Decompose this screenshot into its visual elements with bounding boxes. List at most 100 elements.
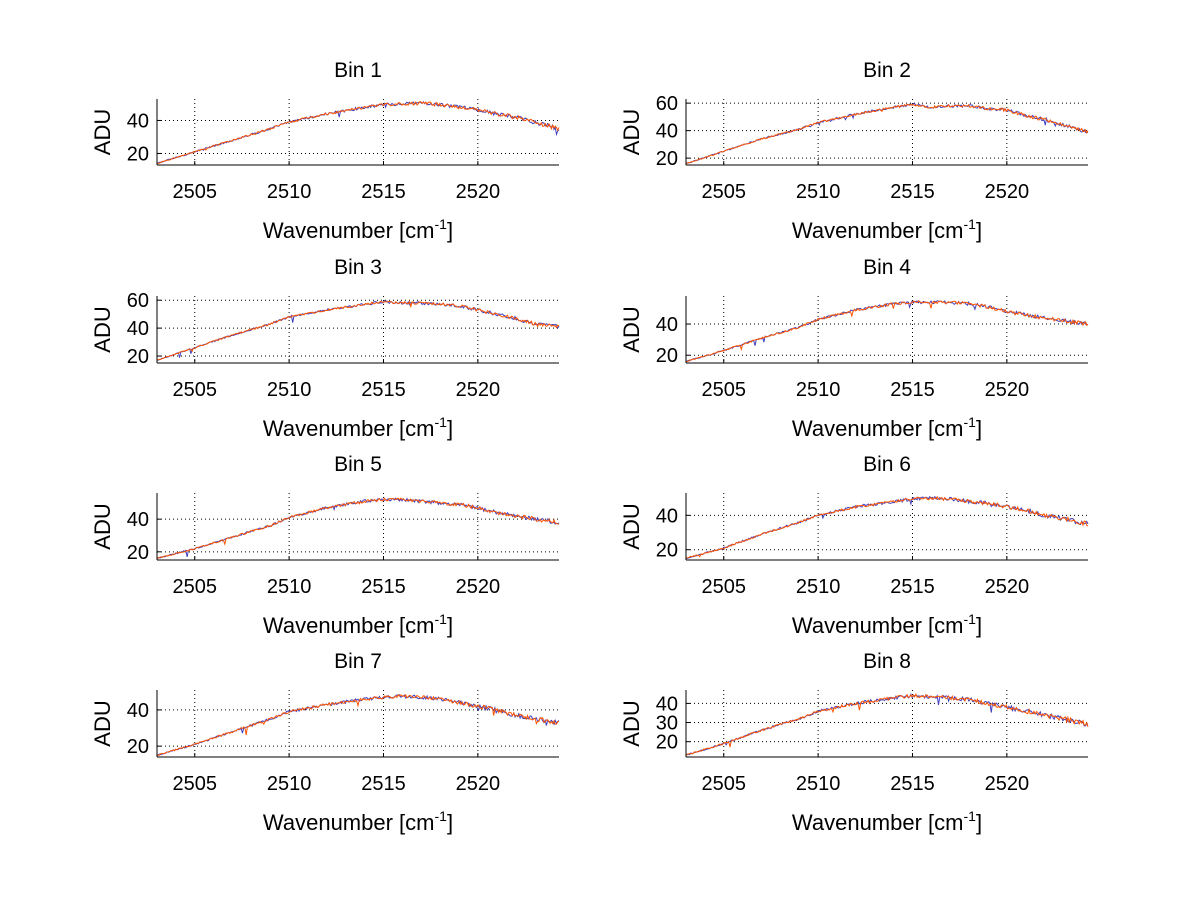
panel-4-xtick-label-4: 2520 [985, 379, 1030, 401]
panel-1-xtick-label-1: 2505 [172, 181, 217, 203]
panel-2-xtick-label-2: 2510 [796, 181, 841, 203]
panel-4-xlabel-sup: -1 [964, 414, 977, 430]
panel-3-ytick-label-3: 60 [127, 290, 149, 312]
panel-4-series-2 [685, 300, 1089, 363]
panel-4-ylabel: ADU [619, 306, 644, 352]
panel-3-xtick-label-3: 2515 [361, 379, 406, 401]
panel-7-xtick-label-1: 2505 [172, 773, 217, 795]
panel-5-xtick-label-4: 2520 [456, 576, 501, 598]
panel-1: 2505 2510 2515 2520 20 40 Bin 1 ADU Wavenumber [… [90, 59, 560, 243]
panel-2-xlabel-main: Wavenumber [cm [792, 218, 964, 243]
panel-1-ylabel: ADU [90, 109, 115, 155]
panel-5-xlabel-main: Wavenumber [cm [263, 613, 435, 638]
panel-7-xlabel-main: Wavenumber [cm [263, 810, 435, 835]
panel-7: 2505 2510 2515 2520 20 40 Bin 7 ADU Wavenumber [… [90, 650, 560, 835]
panel-4-ytick-label-2: 40 [656, 314, 678, 336]
panel-5-ytick-label-1: 20 [127, 542, 149, 564]
panel-2-xlabel-sup: -1 [964, 216, 977, 232]
panel-2-xtick-label-1: 2505 [701, 181, 746, 203]
panel-2-xtick-label-3: 2515 [890, 181, 935, 203]
panel-1-ytick-label-2: 40 [127, 110, 149, 132]
panel-3-ylabel: ADU [90, 306, 115, 352]
panel-1-xlabel-end: ] [447, 218, 453, 243]
panel-7-ytick-label-1: 20 [127, 736, 149, 758]
panel-5-ytick-label-2: 40 [127, 509, 149, 531]
panel-4-xlabel-end: ] [976, 416, 982, 441]
panel-7-ytick-label-2: 40 [127, 700, 149, 722]
panel-6-ytick-label-2: 40 [656, 505, 678, 527]
panel-5-xlabel-end: ] [447, 613, 453, 638]
panel-8-xtick-label-4: 2520 [985, 773, 1030, 795]
panel-2-ytick-label-2: 40 [656, 121, 678, 143]
panel-2-series-2 [685, 103, 1089, 164]
panel-4-xtick-label-1: 2505 [701, 379, 746, 401]
panel-2-ytick-label-1: 20 [656, 148, 678, 170]
panel-4-ytick-label-1: 20 [656, 345, 678, 367]
panel-1-xlabel-main: Wavenumber [cm [263, 218, 435, 243]
panel-7-xtick-label-2: 2510 [267, 773, 312, 795]
panel-7-xtick-label-4: 2520 [456, 773, 501, 795]
panel-3-xtick-label-4: 2520 [456, 379, 501, 401]
panel-6-series-2 [685, 495, 1089, 559]
panel-3-xlabel-sup: -1 [435, 414, 448, 430]
panel-6-title: Bin 6 [863, 453, 911, 476]
panel-6-xlabel-main: Wavenumber [cm [792, 613, 964, 638]
panel-4-title: Bin 4 [863, 256, 911, 279]
panel-8-xlabel: Wavenumber [cm-1] [792, 808, 982, 835]
panel-4-xlabel: Wavenumber [cm-1] [792, 414, 982, 441]
panel-6: 2505 2510 2515 2520 20 40 Bin 6 ADU Wavenumber [… [619, 453, 1089, 638]
panel-6-xlabel-sup: -1 [964, 611, 977, 627]
panel-8-xlabel-sup: -1 [964, 808, 977, 824]
panel-4-xlabel-main: Wavenumber [cm [792, 416, 964, 441]
panel-8-xlabel-end: ] [976, 810, 982, 835]
panel-5-xtick-label-2: 2510 [267, 576, 312, 598]
panel-1-xtick-label-2: 2510 [267, 181, 312, 203]
panel-3-xlabel-main: Wavenumber [cm [263, 416, 435, 441]
panel-5: 2505 2510 2515 2520 20 40 Bin 5 ADU Wavenumber [… [90, 453, 560, 638]
panel-7-series-2 [156, 693, 560, 756]
panel-3-xlabel: Wavenumber [cm-1] [263, 414, 453, 441]
panel-1-xtick-label-3: 2515 [361, 181, 406, 203]
panel-5-xlabel: Wavenumber [cm-1] [263, 611, 453, 638]
panel-6-xlabel-end: ] [976, 613, 982, 638]
panel-8-xtick-label-3: 2515 [890, 773, 935, 795]
panel-1-xtick-label-4: 2520 [456, 181, 501, 203]
panel-7-xtick-label-3: 2515 [361, 773, 406, 795]
panel-7-xlabel-end: ] [447, 810, 453, 835]
panel-8-ytick-label-1: 20 [656, 732, 678, 754]
panel-3-title: Bin 3 [334, 256, 382, 279]
panel-2-xlabel: Wavenumber [cm-1] [792, 216, 982, 243]
panel-5-ylabel: ADU [90, 503, 115, 549]
panel-1-xlabel: Wavenumber [cm-1] [263, 216, 453, 243]
panel-6-xtick-label-4: 2520 [985, 576, 1030, 598]
panel-7-xlabel-sup: -1 [435, 808, 448, 824]
panel-2-xtick-label-4: 2520 [985, 181, 1030, 203]
panel-8-title: Bin 8 [863, 650, 911, 673]
panel-6-xlabel: Wavenumber [cm-1] [792, 611, 982, 638]
panel-7-xlabel: Wavenumber [cm-1] [263, 808, 453, 835]
panel-5-xtick-label-3: 2515 [361, 576, 406, 598]
panel-1-ytick-label-1: 20 [127, 143, 149, 165]
panel-3-xtick-label-2: 2510 [267, 379, 312, 401]
panel-8-xlabel-main: Wavenumber [cm [792, 810, 964, 835]
panel-2: 2505 2510 2515 2520 20 40 60 Bin 2 ADU Wavenumber… [619, 59, 1089, 243]
panel-4-xtick-label-2: 2510 [796, 379, 841, 401]
panel-3-xlabel-end: ] [447, 416, 453, 441]
panel-1-title: Bin 1 [334, 59, 382, 82]
panel-1-xlabel-sup: -1 [435, 216, 448, 232]
panel-3-series-2 [156, 300, 560, 361]
panel-7-title: Bin 7 [334, 650, 382, 673]
panel-5-series-2 [157, 497, 560, 559]
panel-2-ytick-label-3: 60 [656, 93, 678, 115]
panel-8-xtick-label-1: 2505 [701, 773, 746, 795]
panel-2-title: Bin 2 [863, 59, 911, 82]
panel-4-xtick-label-3: 2515 [890, 379, 935, 401]
panel-6-xtick-label-1: 2505 [701, 576, 746, 598]
panel-8-xtick-label-2: 2510 [796, 773, 841, 795]
panel-8-series-2 [686, 692, 1089, 756]
panel-4: 2505 2510 2515 2520 20 40 Bin 4 ADU Wavenumber [… [619, 256, 1089, 441]
panel-5-xlabel-sup: -1 [435, 611, 448, 627]
panel-7-series-1 [156, 694, 560, 756]
